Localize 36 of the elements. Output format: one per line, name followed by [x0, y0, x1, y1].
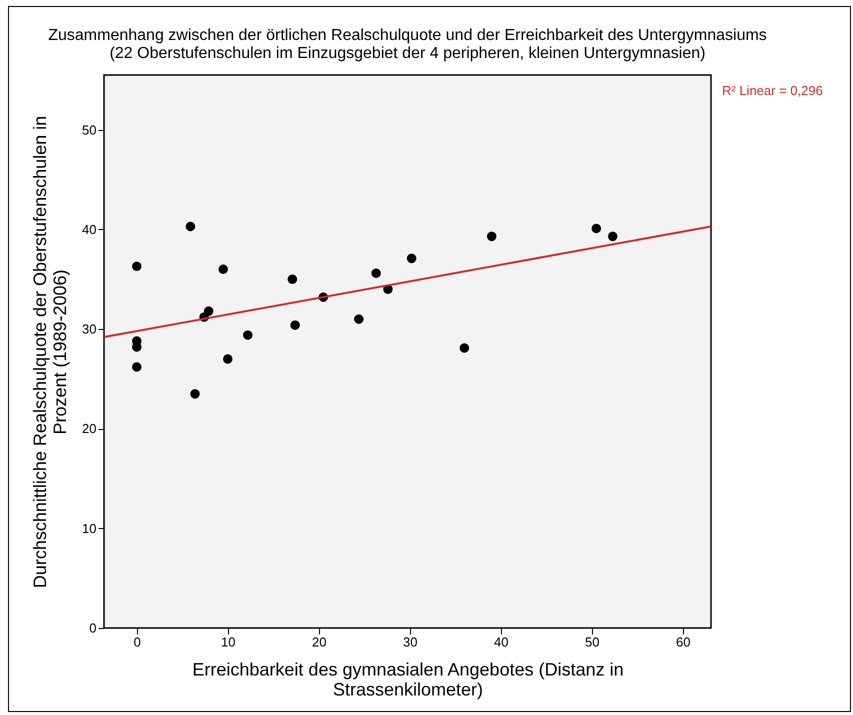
point	[290, 320, 300, 330]
point	[243, 330, 253, 340]
point	[132, 342, 142, 352]
point	[592, 224, 602, 234]
point	[486, 232, 496, 242]
point	[371, 268, 381, 278]
chart-title: Zusammenhang zwischen der örtlichen Realschulquote und der Erreichbarkeit des Untergymnasiums	[48, 27, 767, 44]
point	[132, 362, 142, 372]
y-axis-title: Durchschnittliche Realschulquote der Oberstufenschulen in Prozent (1989-2006)	[30, 116, 70, 588]
y-tick-label: 20	[82, 421, 96, 436]
point	[186, 222, 196, 232]
y-tick-label: 30	[82, 322, 96, 337]
y-tick-label: 40	[82, 222, 96, 237]
point	[288, 274, 298, 284]
y-tick-label: 10	[82, 520, 96, 536]
y-tick-label: 50	[82, 122, 96, 138]
x-tick-label: 20	[312, 634, 327, 650]
y-tick-label: 0	[89, 620, 96, 636]
point	[132, 262, 142, 272]
point	[460, 343, 470, 353]
x-tick-label: 10	[221, 634, 236, 650]
chart-subtitle: (22 Oberstufenschulen im Einzugsgebiet der 4 peripheren, kleinen Untergymnasien)	[110, 45, 706, 62]
x-tick-label: 50	[585, 634, 600, 650]
point	[204, 306, 214, 316]
x-tick-label: 30	[403, 634, 418, 650]
x-axis-title: Erreichbarkeit des gymnasialen Angebotes (Distanz in Strassenkilometer)	[192, 660, 624, 700]
point	[190, 389, 200, 399]
point	[406, 254, 416, 264]
point	[223, 354, 233, 364]
point	[608, 232, 618, 242]
x-tick-label: 0	[134, 634, 141, 650]
point	[354, 314, 364, 324]
x-tick-label: 60	[676, 634, 691, 650]
text: R² Linear = 0,296	[722, 83, 823, 98]
point	[218, 264, 228, 274]
x-tick-label: 40	[494, 634, 509, 650]
